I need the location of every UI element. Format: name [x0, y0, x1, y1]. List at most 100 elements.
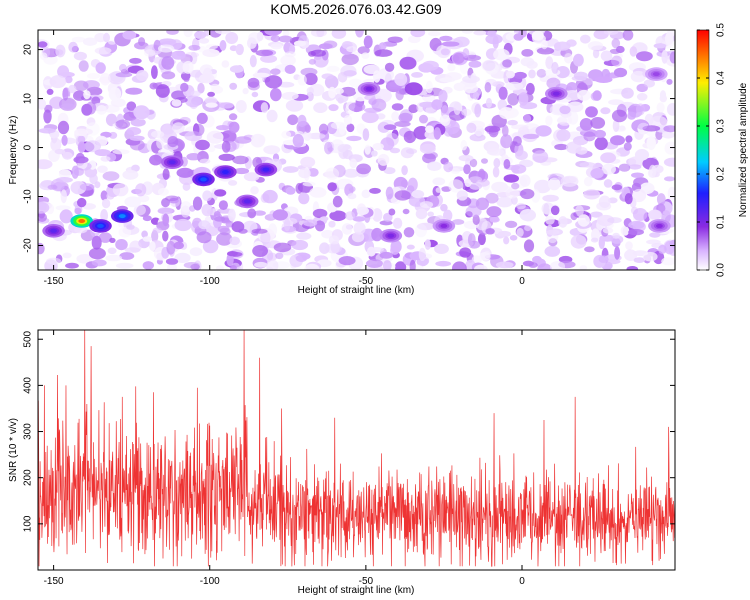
- spectrogram-cell: [242, 87, 249, 95]
- spectrogram-cell: [84, 140, 101, 153]
- spectrogram-cell: [545, 215, 555, 225]
- spectrogram-cell: [43, 109, 52, 124]
- spectrogram-cell: [411, 190, 425, 199]
- spectrogram-cell: [287, 114, 299, 126]
- spectrogram-cell: [560, 175, 579, 187]
- spectrogram-cell: [99, 72, 111, 86]
- spectrogram-cell: [161, 71, 176, 80]
- spectrogram-cell: [133, 204, 146, 216]
- spectrogram-cell: [73, 156, 89, 164]
- spectrogram-cell: [173, 241, 184, 250]
- spectrogram-cell: [297, 74, 307, 86]
- spectrogram-cell: [643, 79, 655, 88]
- spectrogram-cell: [326, 65, 340, 72]
- spectrogram-cell: [632, 208, 648, 221]
- spectrogram-cell: [469, 176, 482, 183]
- spectrogram-cell: [544, 245, 561, 257]
- spectrogram-cell: [68, 84, 77, 94]
- figure-title: KOM5.2026.076.03.42.G09: [270, 1, 441, 17]
- spectrogram-cell: [229, 236, 240, 246]
- spectrogram-cell: [60, 189, 67, 204]
- colorbar-tick-label: 0.0: [716, 263, 727, 277]
- spectrogram-cell: [125, 87, 143, 95]
- y-tick-label: 200: [23, 469, 34, 486]
- spectrogram-cell: [303, 131, 312, 141]
- spectrogram-cell: [406, 244, 415, 250]
- spectrogram-cell: [202, 48, 220, 58]
- y-tick-label: 400: [23, 377, 34, 394]
- spectrogram-cell: [337, 97, 344, 104]
- spectrogram-cell: [461, 30, 474, 34]
- spectrogram-cell: [122, 30, 137, 40]
- spectrogram-cell: [100, 209, 108, 223]
- y-tick-label: 0: [23, 144, 34, 150]
- spectrogram-cell: [85, 122, 100, 136]
- spectrogram-cell: [521, 49, 534, 57]
- spectrogram-cell: [550, 205, 560, 216]
- spectrogram-cell: [485, 97, 493, 109]
- spectrogram-cell: [112, 183, 129, 197]
- spectrogram-cell: [176, 167, 194, 178]
- spectrogram-cell: [439, 35, 453, 42]
- spectrogram-cell: [438, 89, 448, 103]
- spectrogram-cell: [94, 47, 112, 55]
- spectrogram-cell: [392, 217, 403, 229]
- y-tick-label: 300: [23, 423, 34, 440]
- spectrogram-cell: [228, 113, 238, 121]
- spectrogram-cell: [469, 158, 478, 168]
- spectrogram-cell: [162, 230, 169, 242]
- spectrogram-cell: [328, 220, 336, 228]
- spectrogram-cell: [318, 123, 329, 135]
- spectrogram-cell: [73, 51, 87, 61]
- spectrogram-cell: [546, 77, 561, 90]
- colorbar-tick-label: 0.1: [716, 215, 727, 229]
- spectrogram-cell: [165, 195, 179, 202]
- spectrogram-hotspot: [552, 91, 560, 96]
- spectrogram-cell: [383, 124, 397, 131]
- spectrogram-cell: [213, 211, 221, 218]
- spectrogram-cell: [58, 169, 72, 179]
- spectrogram-cell: [73, 90, 86, 101]
- spectrogram-cell: [165, 258, 179, 265]
- spectrogram-cell: [452, 261, 467, 270]
- spectrogram-cell: [109, 237, 116, 243]
- spectrogram-hotspot: [652, 72, 660, 77]
- spectrogram-cell: [440, 114, 451, 127]
- spectrogram-cell: [566, 101, 584, 113]
- snr-x-ticks: -150 -100 -50 0: [44, 330, 525, 587]
- spectrogram-cell: [183, 262, 200, 269]
- spectrogram-cell: [189, 247, 203, 257]
- spectrogram-cell: [551, 61, 559, 74]
- spectrogram-cell: [314, 220, 326, 232]
- spectrogram-cell: [100, 156, 111, 162]
- spectrogram-cell: [68, 41, 78, 53]
- spectrogram-cell: [503, 174, 519, 183]
- spectrogram-cell: [247, 37, 257, 49]
- spectrogram-cell: [190, 90, 201, 97]
- spectrogram-cell: [107, 247, 117, 255]
- spectrogram-cell: [256, 31, 264, 42]
- spectrogram-cell: [129, 139, 145, 151]
- spectrogram-cell: [250, 133, 266, 148]
- spectrogram-cell: [601, 163, 616, 175]
- spectrogram-cell: [49, 75, 67, 89]
- spectrogram-cell: [310, 49, 326, 57]
- spectrogram-cell: [416, 222, 435, 231]
- spectrogram-cell: [118, 222, 125, 228]
- spectrogram-cell: [428, 31, 441, 37]
- spectrogram-cell: [515, 150, 528, 161]
- spectrogram-cell: [528, 69, 536, 79]
- spectrogram-cell: [172, 122, 185, 134]
- spectrogram-cell: [157, 207, 173, 215]
- spectrogram-cell: [408, 104, 419, 114]
- spectrogram-cell: [523, 239, 535, 253]
- spectrogram-cell: [440, 48, 450, 56]
- spectrogram-cell: [298, 192, 310, 205]
- spectrogram-cell: [579, 265, 588, 270]
- spectrogram-cell: [380, 137, 395, 151]
- spectrogram-cell: [133, 105, 150, 120]
- spectrogram-cell: [628, 220, 645, 230]
- spectrogram-cell: [659, 90, 667, 101]
- spectrogram-cell: [453, 82, 466, 92]
- spectrogram-cell: [355, 30, 364, 38]
